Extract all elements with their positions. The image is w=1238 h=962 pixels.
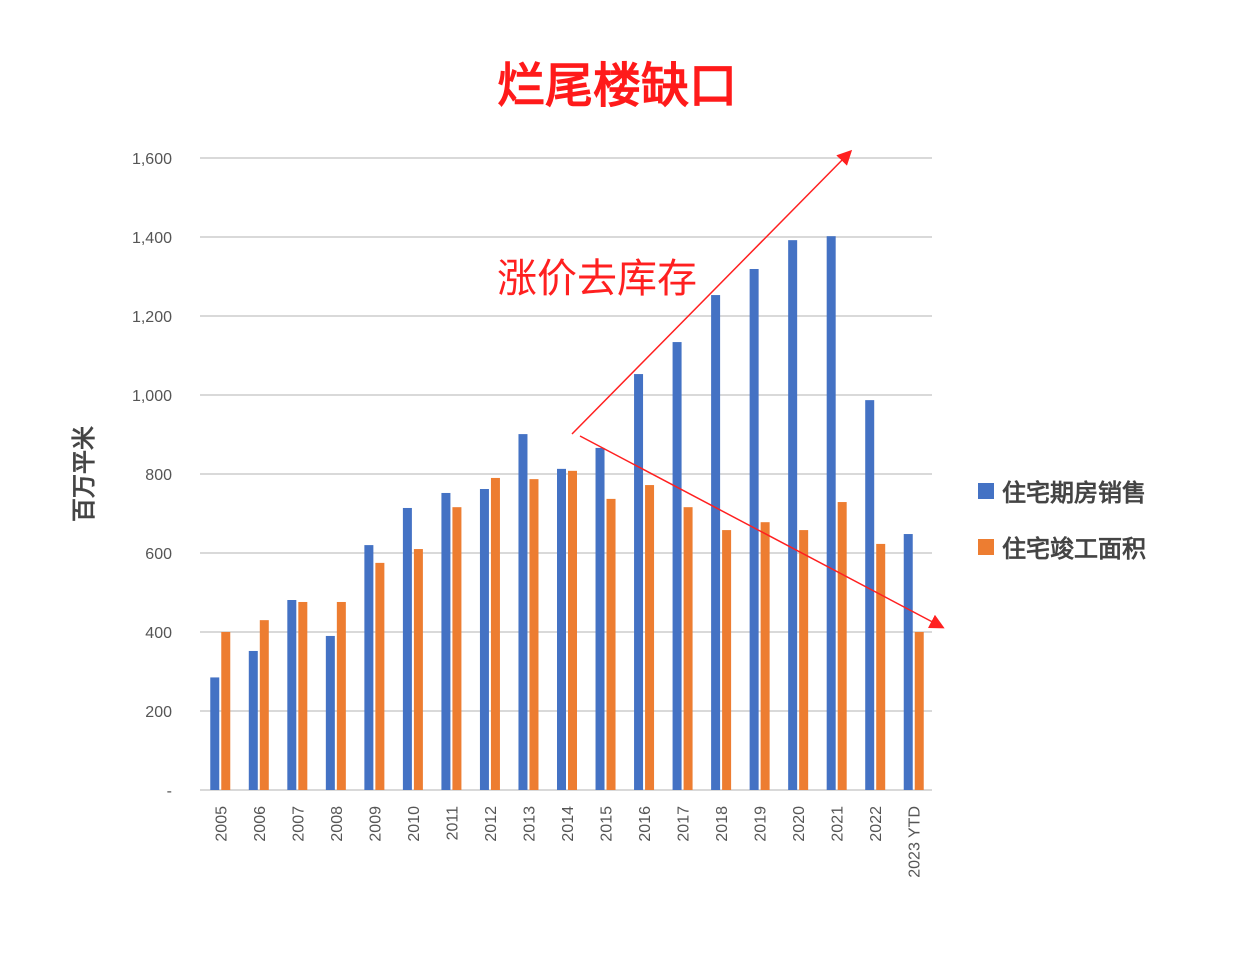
y-tick-label: 800 bbox=[145, 467, 172, 484]
bar-presale bbox=[364, 545, 374, 790]
bar-presale bbox=[325, 635, 335, 790]
y-tick-label: 1,000 bbox=[132, 388, 172, 405]
bar-presale bbox=[479, 489, 489, 790]
x-tick-label: 2006 bbox=[252, 806, 269, 842]
x-tick-label: 2007 bbox=[290, 806, 307, 842]
x-tick-label: 2008 bbox=[329, 806, 346, 842]
bar-presale bbox=[672, 342, 682, 790]
legend-swatch-presale bbox=[978, 483, 994, 499]
legend-label-completion: 住宅竣工面积 bbox=[1002, 535, 1146, 563]
bar-completion bbox=[529, 479, 539, 790]
legend: 住宅期房销售 住宅竣工面积 bbox=[978, 479, 1146, 563]
annotation-arrows bbox=[571, 149, 945, 629]
bar-completion bbox=[259, 620, 269, 790]
bar-presale bbox=[903, 534, 913, 790]
annotation-text: 涨价去库存 bbox=[497, 256, 697, 302]
bar-presale bbox=[749, 268, 759, 790]
y-tick-label: - bbox=[167, 783, 172, 800]
bar-presale bbox=[248, 650, 258, 790]
y-tick-label: 400 bbox=[145, 625, 172, 642]
bar-presale bbox=[210, 677, 220, 790]
y-tick-label: 1,600 bbox=[132, 151, 172, 168]
bar-completion bbox=[876, 543, 886, 790]
bar-completion bbox=[336, 601, 346, 790]
y-axis-label: 百万平米 bbox=[70, 426, 98, 522]
bar-completion bbox=[914, 632, 924, 790]
bar-completion bbox=[722, 530, 732, 790]
x-tick-label: 2013 bbox=[521, 806, 538, 842]
x-tick-label: 2021 bbox=[830, 806, 847, 842]
x-tick-label: 2022 bbox=[868, 806, 885, 842]
bar-presale bbox=[788, 240, 798, 790]
bar-completion bbox=[837, 502, 847, 790]
bar-presale bbox=[711, 295, 721, 790]
bar-presale bbox=[402, 507, 412, 790]
y-tick-label: 200 bbox=[145, 704, 172, 721]
bars bbox=[210, 236, 924, 790]
bar-completion bbox=[568, 470, 577, 790]
x-axis-ticks: 2005 2006 2007 2008 2009 2010 2011 2012 2013 2014… bbox=[213, 806, 923, 878]
bar-completion bbox=[683, 507, 693, 790]
x-tick-label: 2010 bbox=[406, 806, 423, 842]
y-tick-label: 600 bbox=[145, 546, 172, 563]
bar-completion bbox=[799, 530, 809, 790]
bar-completion bbox=[375, 562, 385, 790]
legend-label-presale: 住宅期房销售 bbox=[1002, 479, 1146, 507]
x-tick-label: 2016 bbox=[637, 806, 654, 842]
x-tick-label: 2023 YTD bbox=[907, 806, 924, 878]
bar-presale bbox=[634, 374, 644, 790]
y-tick-label: 1,400 bbox=[132, 230, 172, 247]
x-tick-label: 2020 bbox=[791, 806, 808, 842]
bar-presale bbox=[518, 434, 528, 790]
bar-completion bbox=[760, 522, 770, 790]
bar-completion bbox=[413, 549, 423, 790]
bar-completion bbox=[221, 632, 231, 790]
y-tick-label: 1,200 bbox=[132, 309, 172, 326]
bar-completion bbox=[452, 507, 462, 790]
bar-presale bbox=[557, 468, 566, 790]
bar-presale bbox=[595, 447, 605, 790]
chart-title: 烂尾楼缺口 bbox=[497, 58, 737, 114]
x-tick-label: 2011 bbox=[444, 806, 461, 841]
up-arrow bbox=[571, 149, 853, 435]
bar-presale bbox=[287, 600, 297, 790]
x-tick-label: 2018 bbox=[714, 806, 731, 842]
x-tick-label: 2015 bbox=[599, 806, 616, 842]
x-tick-label: 2019 bbox=[753, 806, 770, 842]
bar-completion bbox=[645, 485, 655, 790]
x-tick-label: 2005 bbox=[213, 806, 230, 842]
bar-completion bbox=[490, 477, 500, 790]
x-tick-label: 2009 bbox=[367, 806, 384, 842]
bar-completion bbox=[298, 601, 308, 790]
x-tick-label: 2017 bbox=[676, 806, 693, 842]
legend-swatch-completion bbox=[978, 539, 994, 555]
bar-presale bbox=[865, 400, 875, 790]
bar-presale bbox=[826, 236, 836, 790]
down-arrow bbox=[579, 435, 945, 629]
x-tick-label: 2014 bbox=[560, 806, 577, 842]
y-axis-ticks: - 200 400 600 800 1,000 1,200 1,400 1,600 bbox=[132, 151, 172, 800]
bar-presale bbox=[441, 492, 451, 790]
x-tick-label: 2012 bbox=[483, 806, 500, 842]
bar-completion bbox=[606, 498, 616, 790]
